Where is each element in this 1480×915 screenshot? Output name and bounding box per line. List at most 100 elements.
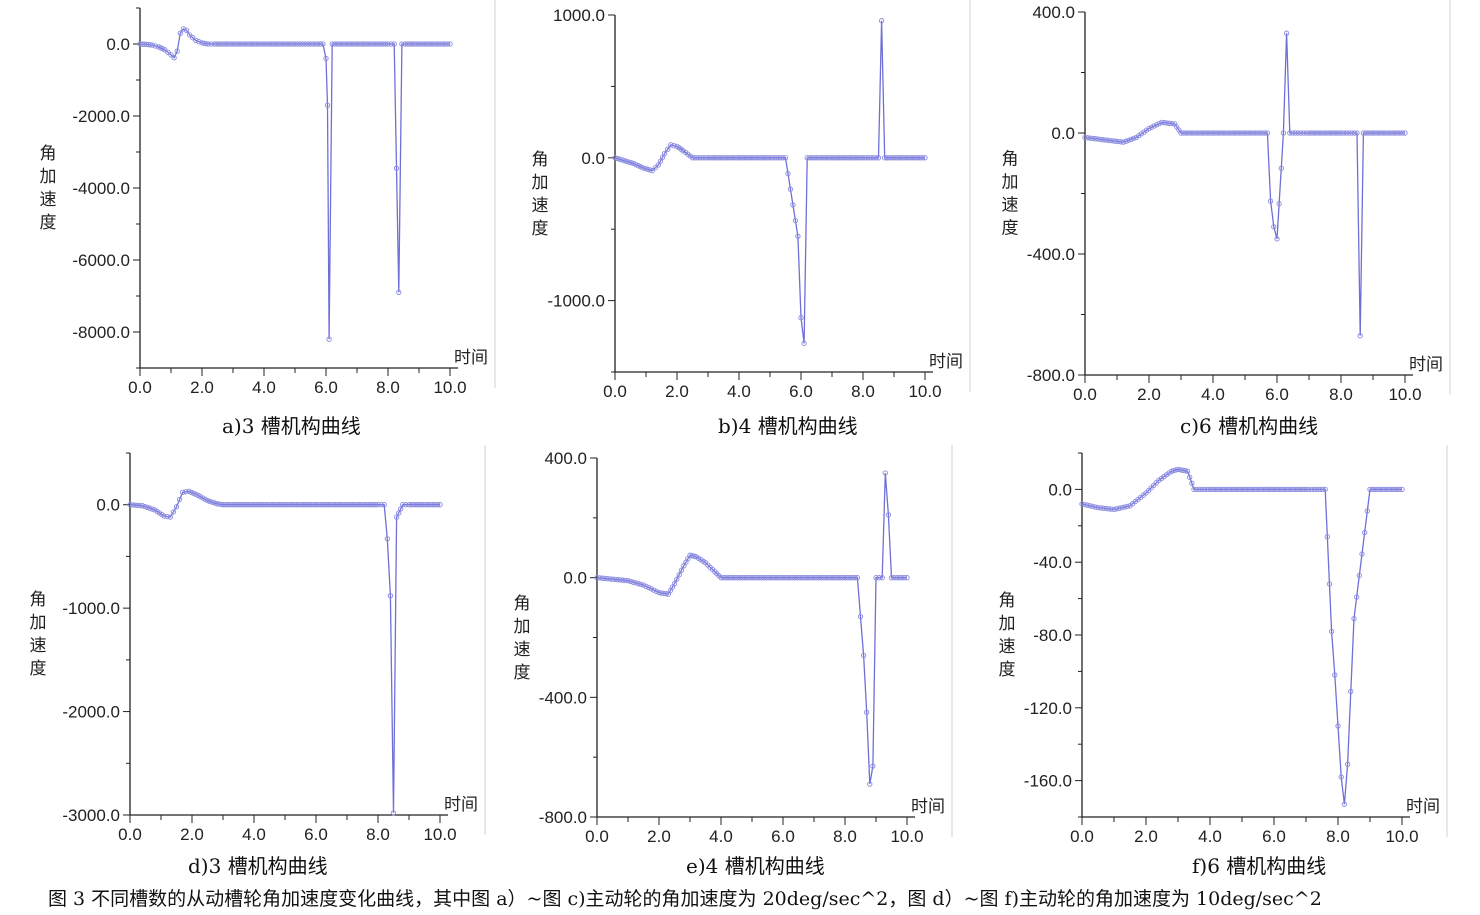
data-point: [1230, 130, 1236, 136]
data-point: [1215, 130, 1221, 136]
data-point: [315, 41, 321, 47]
data-point: [1349, 130, 1355, 136]
data-point: [1271, 224, 1277, 230]
chart-b-caption: b)4 槽机构曲线: [718, 414, 858, 438]
data-point: [1217, 486, 1223, 493]
y-axis-title-char: 角: [1002, 149, 1019, 169]
data-point: [879, 575, 885, 581]
data-point: [299, 41, 306, 47]
data-point: [1262, 130, 1268, 136]
chart-b-svg: 1000.0 0.0 -1000.0 0.0 2.0 4.0 6.0 8.0 10.0 时间 角加速…: [532, 0, 971, 401]
y-tick-label: 0.0: [563, 569, 587, 588]
data-point: [1087, 135, 1093, 141]
data-point: [876, 575, 882, 581]
data-point: [860, 652, 867, 659]
data-point: [1382, 486, 1388, 493]
data-point: [661, 150, 668, 157]
data-point: [1392, 130, 1398, 136]
data-point: [1268, 486, 1275, 493]
data-point: [633, 580, 639, 586]
data-point: [804, 155, 810, 161]
data-point: [604, 576, 610, 582]
data-point: [1276, 486, 1282, 493]
data-point: [1190, 130, 1196, 136]
data-point: [186, 32, 193, 38]
data-point: [644, 166, 651, 172]
y-axis-title-char: 度: [40, 213, 57, 233]
data-point: [170, 509, 177, 515]
x-tick-label: 6.0: [789, 382, 813, 401]
data-point: [336, 41, 343, 47]
data-point: [875, 155, 882, 161]
y-axis-title-char: 加: [532, 173, 549, 193]
data-point: [1313, 130, 1320, 136]
data-point: [390, 810, 397, 816]
chart-panel-d: 0.0 -1000.0 -2000.0 -3000.0 0.0 2.0 4.0 6.0 8.0 1…: [20, 445, 486, 844]
data-point: [323, 55, 329, 62]
data-point: [1082, 501, 1088, 508]
data-point: [1146, 125, 1152, 132]
y-axis-title-char: 速: [1002, 195, 1019, 215]
data-point: [1151, 123, 1157, 129]
data-point: [689, 155, 696, 161]
data-point: [904, 575, 910, 581]
data-point: [1247, 130, 1253, 136]
data-point: [1212, 130, 1219, 136]
data-point: [1180, 130, 1187, 136]
data-point: [1222, 486, 1228, 493]
data-point: [396, 289, 402, 296]
data-point: [628, 160, 634, 166]
data-point: [646, 584, 652, 591]
data-point: [1356, 572, 1362, 579]
x-tick-label: 0.0: [585, 827, 609, 846]
data-point: [862, 155, 869, 161]
data-point: [1267, 198, 1274, 204]
data-point: [134, 502, 141, 508]
series-line: [129, 490, 440, 813]
x-axis-title: 时间: [454, 348, 488, 368]
data-point: [642, 165, 648, 172]
data-point: [1317, 486, 1323, 493]
data-point: [1324, 534, 1330, 540]
data-point: [1111, 506, 1117, 513]
x-tick-label: 6.0: [304, 825, 328, 844]
x-tick-label: 0.0: [1073, 385, 1097, 404]
data-point: [782, 155, 789, 161]
data-point: [208, 41, 214, 47]
data-point: [888, 575, 895, 581]
data-point: [894, 575, 900, 581]
data-point: [1098, 505, 1104, 511]
data-point: [1359, 551, 1365, 557]
data-point: [1092, 504, 1098, 510]
data-point: [1319, 486, 1326, 493]
data-point: [1264, 130, 1271, 136]
data-point: [180, 26, 187, 32]
data-point: [1397, 130, 1403, 136]
series-line: [596, 472, 907, 785]
y-tick-label: 0.0: [581, 149, 605, 168]
data-point: [1348, 688, 1354, 695]
data-point: [1116, 505, 1122, 511]
data-point: [1180, 467, 1186, 473]
data-point: [434, 502, 441, 508]
data-point: [678, 567, 685, 573]
data-point: [1266, 486, 1272, 493]
data-point: [1256, 486, 1262, 493]
y-tick-label: 0.0: [1051, 124, 1075, 143]
data-point: [1207, 486, 1213, 493]
data-point: [292, 41, 298, 47]
data-point: [1283, 486, 1289, 493]
data-point: [614, 155, 620, 162]
data-point: [1308, 486, 1315, 493]
y-axis-title-char: 度: [999, 660, 1016, 680]
data-point: [1367, 130, 1374, 136]
chart-e-caption: e)4 槽机构曲线: [686, 854, 825, 878]
data-point: [1159, 119, 1165, 126]
x-tick-label: 8.0: [833, 827, 857, 846]
data-point: [1191, 486, 1197, 493]
data-point: [626, 159, 632, 165]
data-point: [1244, 130, 1251, 136]
x-axis-title: 时间: [929, 352, 963, 372]
data-point: [1224, 486, 1230, 493]
data-point: [1311, 486, 1317, 493]
